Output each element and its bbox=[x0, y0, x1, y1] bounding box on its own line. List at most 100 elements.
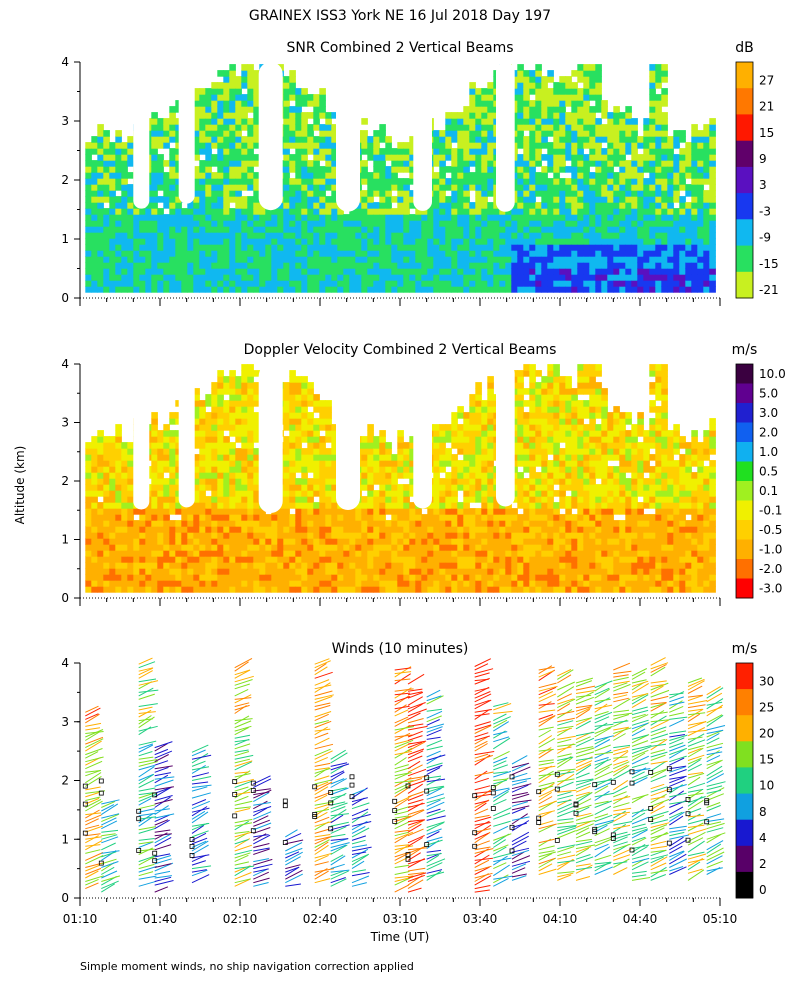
heatmap-cell bbox=[229, 268, 236, 275]
heatmap-cell bbox=[289, 178, 296, 185]
heatmap-cell bbox=[655, 250, 662, 257]
heatmap-cell bbox=[145, 550, 152, 557]
heatmap-cell bbox=[313, 520, 320, 527]
heatmap-cell bbox=[547, 226, 554, 233]
heatmap-cell bbox=[385, 526, 392, 533]
heatmap-cell bbox=[139, 538, 146, 545]
heatmap-cell bbox=[481, 244, 488, 251]
heatmap-cell bbox=[307, 112, 314, 119]
heatmap-cell bbox=[397, 238, 404, 245]
heatmap-cell bbox=[631, 136, 638, 143]
heatmap-cell bbox=[649, 184, 656, 191]
heatmap-cell bbox=[271, 226, 278, 233]
heatmap-cell bbox=[649, 172, 656, 179]
heatmap-cell bbox=[433, 250, 440, 257]
heatmap-cell bbox=[301, 166, 308, 173]
heatmap-cell bbox=[175, 484, 182, 491]
heatmap-cell bbox=[229, 256, 236, 263]
heatmap-cell bbox=[301, 142, 308, 149]
heatmap-cell bbox=[511, 274, 518, 281]
heatmap-cell bbox=[373, 286, 380, 293]
heatmap-cell bbox=[193, 544, 200, 551]
heatmap-cell bbox=[151, 550, 158, 557]
heatmap-cell bbox=[463, 268, 470, 275]
heatmap-cell bbox=[577, 238, 584, 245]
heatmap-cell bbox=[229, 262, 236, 269]
heatmap-cell bbox=[559, 82, 566, 89]
heatmap-cell bbox=[283, 562, 290, 569]
heatmap-cell bbox=[583, 214, 590, 221]
heatmap-cell bbox=[595, 100, 602, 107]
heatmap-cell bbox=[541, 94, 548, 101]
heatmap-cell bbox=[199, 436, 206, 443]
heatmap-cell bbox=[409, 454, 416, 461]
heatmap-cell bbox=[421, 544, 428, 551]
heatmap-cell bbox=[445, 262, 452, 269]
heatmap-cell bbox=[385, 550, 392, 557]
heatmap-cell bbox=[571, 94, 578, 101]
heatmap-cell bbox=[223, 418, 230, 425]
heatmap-cell bbox=[205, 442, 212, 449]
heatmap-cell bbox=[169, 478, 176, 485]
heatmap-cell bbox=[307, 274, 314, 281]
heatmap-cell bbox=[667, 178, 674, 185]
heatmap-cell bbox=[283, 550, 290, 557]
heatmap-cell bbox=[685, 148, 692, 155]
heatmap-cell bbox=[97, 274, 104, 281]
heatmap-cell bbox=[619, 280, 626, 287]
heatmap-cell bbox=[697, 238, 704, 245]
heatmap-cell bbox=[367, 484, 374, 491]
heatmap-cell bbox=[367, 148, 374, 155]
heatmap-cell bbox=[553, 232, 560, 239]
heatmap-cell bbox=[199, 226, 206, 233]
heatmap-cell bbox=[583, 274, 590, 281]
heatmap-cell bbox=[295, 556, 302, 563]
heatmap-cell bbox=[421, 262, 428, 269]
heatmap-cell bbox=[289, 82, 296, 89]
heatmap-cell bbox=[319, 208, 326, 215]
heatmap-cell bbox=[619, 238, 626, 245]
heatmap-cell bbox=[565, 124, 572, 131]
heatmap-cell bbox=[109, 574, 116, 581]
heatmap-cell bbox=[373, 436, 380, 443]
heatmap-cell bbox=[307, 484, 314, 491]
heatmap-cell bbox=[625, 226, 632, 233]
heatmap-cell bbox=[289, 562, 296, 569]
heatmap-cell bbox=[619, 196, 626, 203]
heatmap-cell bbox=[277, 202, 284, 209]
heatmap-cell bbox=[469, 262, 476, 269]
heatmap-cell bbox=[175, 148, 182, 155]
heatmap-cell bbox=[115, 484, 122, 491]
heatmap-cell bbox=[289, 226, 296, 233]
heatmap-cell bbox=[283, 106, 290, 113]
heatmap-cell bbox=[151, 526, 158, 533]
heatmap-cell bbox=[403, 472, 410, 479]
heatmap-cell bbox=[247, 442, 254, 449]
heatmap-cell bbox=[667, 190, 674, 197]
heatmap-cell bbox=[655, 106, 662, 113]
heatmap-cell bbox=[379, 178, 386, 185]
heatmap-cell bbox=[205, 484, 212, 491]
heatmap-cell bbox=[223, 412, 230, 419]
heatmap-cell bbox=[439, 214, 446, 221]
heatmap-cell bbox=[541, 280, 548, 287]
heatmap-cell bbox=[409, 250, 416, 257]
heatmap-cell bbox=[127, 502, 134, 509]
heatmap-cell bbox=[565, 136, 572, 143]
heatmap-cell bbox=[577, 160, 584, 167]
heatmap-cell bbox=[235, 148, 242, 155]
heatmap-cell bbox=[403, 556, 410, 563]
heatmap-cell bbox=[211, 178, 218, 185]
heatmap-cell bbox=[385, 238, 392, 245]
heatmap-cell bbox=[109, 520, 116, 527]
heatmap-cell bbox=[325, 568, 332, 575]
heatmap-cell bbox=[535, 238, 542, 245]
heatmap-cell bbox=[163, 478, 170, 485]
heatmap-cell bbox=[397, 496, 404, 503]
heatmap-cell bbox=[709, 202, 716, 209]
heatmap-cell bbox=[157, 574, 164, 581]
heatmap-cell bbox=[619, 202, 626, 209]
heatmap-cell bbox=[361, 520, 368, 527]
heatmap-cell bbox=[223, 268, 230, 275]
heatmap-cell bbox=[253, 268, 260, 275]
